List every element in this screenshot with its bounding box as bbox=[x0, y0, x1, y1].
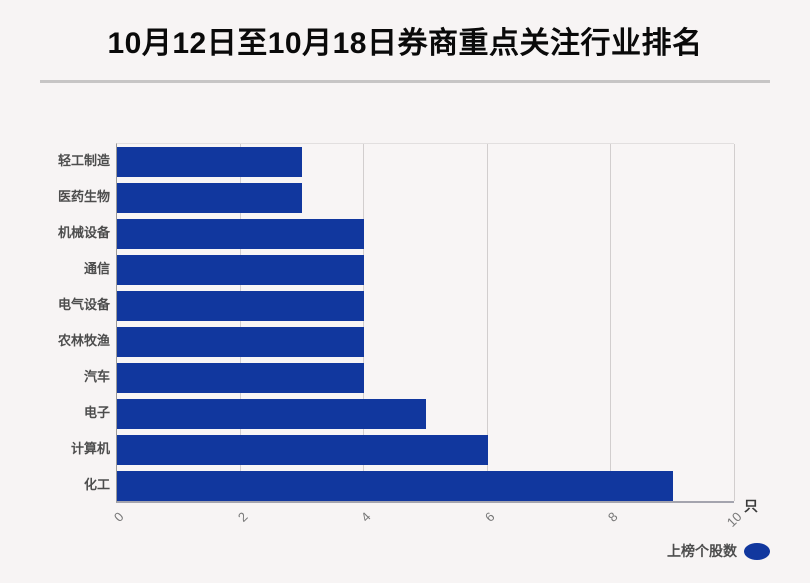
bar bbox=[117, 219, 365, 249]
bar bbox=[117, 183, 303, 213]
legend-ellipse-icon bbox=[744, 542, 770, 560]
legend: 上榜个股数 bbox=[667, 541, 770, 561]
bar bbox=[117, 471, 674, 501]
category-label: 医药生物 bbox=[57, 189, 110, 204]
gridline-x6 bbox=[486, 144, 488, 501]
x-tick-label: 0 bbox=[110, 509, 127, 525]
category-label: 轻工制造 bbox=[57, 153, 110, 168]
bar bbox=[117, 147, 303, 177]
category-label: 机械设备 bbox=[57, 225, 110, 240]
x-tick-label: 8 bbox=[605, 509, 621, 525]
bar bbox=[117, 363, 365, 393]
category-axis: 轻工制造医药生物机械设备通信电气设备农林牧渔汽车电子计算机化工 bbox=[0, 143, 110, 503]
x-tick-label: 6 bbox=[481, 509, 498, 525]
gridline-x4 bbox=[363, 144, 365, 501]
title-divider bbox=[40, 80, 770, 83]
bar bbox=[117, 399, 426, 429]
bar bbox=[117, 291, 365, 321]
gridline-x2 bbox=[239, 144, 241, 501]
category-label: 农林牧渔 bbox=[57, 333, 110, 348]
value-axis: 0 2 4 6 8 10 bbox=[111, 509, 745, 549]
legend-label: 上榜个股数 bbox=[667, 543, 737, 559]
bar bbox=[117, 435, 488, 465]
x-tick-label: 2 bbox=[234, 509, 251, 525]
category-label: 计算机 bbox=[70, 441, 110, 456]
x-tick-label: 4 bbox=[358, 509, 374, 525]
category-label: 化工 bbox=[83, 477, 110, 492]
category-label: 电气设备 bbox=[57, 297, 110, 312]
bar bbox=[117, 327, 365, 357]
category-label: 电子 bbox=[83, 405, 110, 420]
chart-title: 10月12日至10月18日券商重点关注行业排名 bbox=[107, 27, 703, 60]
gridline-x8 bbox=[610, 144, 612, 501]
category-label: 通信 bbox=[83, 261, 110, 276]
bar bbox=[117, 255, 365, 285]
category-label: 汽车 bbox=[83, 369, 110, 384]
plot-area bbox=[116, 143, 735, 503]
axis-unit-label: 只 bbox=[744, 498, 758, 514]
gridline-x10 bbox=[734, 144, 735, 501]
